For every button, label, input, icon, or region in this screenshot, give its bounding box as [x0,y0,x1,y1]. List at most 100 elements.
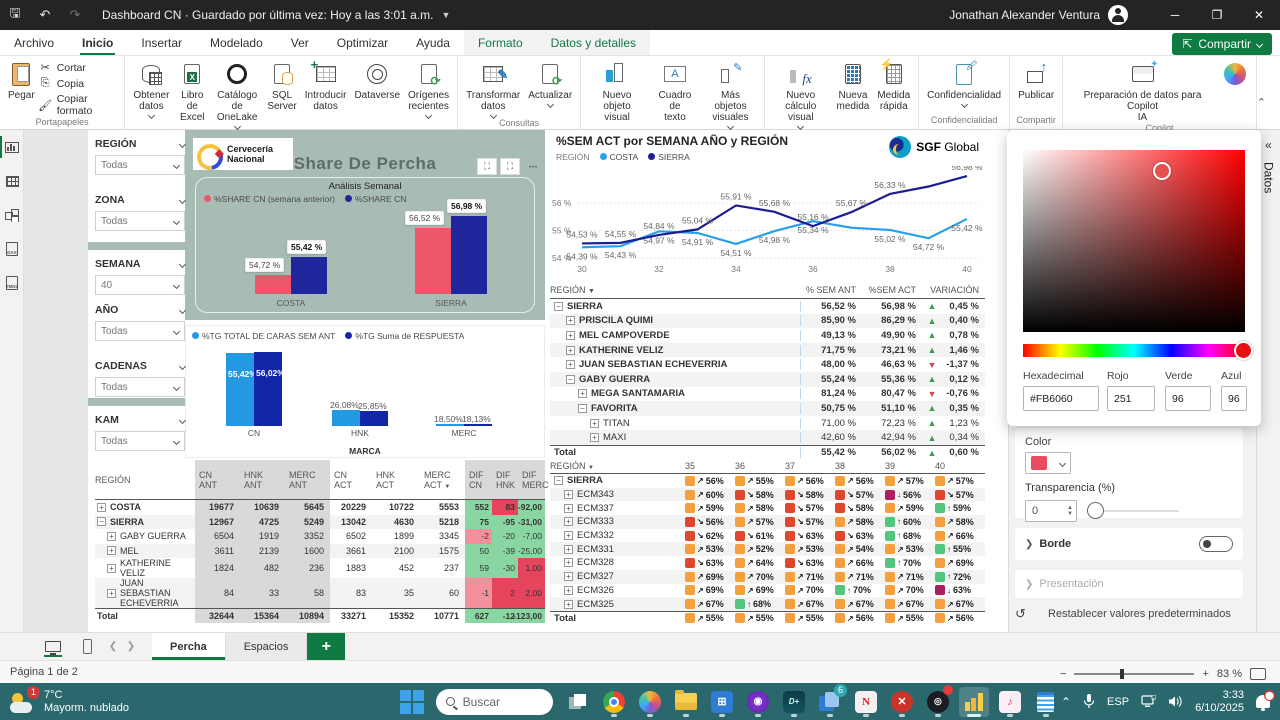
menu-tab-archivo[interactable]: Archivo [14,35,55,50]
taskbar-app-file-explorer[interactable] [671,687,701,717]
table-row[interactable]: Total 32644 15364 10894 33271 15352 10771 627 -1… [95,608,545,623]
table-row[interactable]: + COSTA 19677 10639 5645 20229 10722 5553 552 83-… [95,500,545,515]
ribbon-button-nuevo-objeto-visual[interactable]: Nuevo objeto visual [585,58,649,123]
column-header[interactable]: HNK ANT [240,460,285,499]
zoom-slider[interactable] [1074,669,1195,679]
microphone-icon[interactable] [1083,694,1095,709]
column-header[interactable]: REGIÓN [95,474,131,485]
expand-icon[interactable]: + [578,389,587,399]
taskbar-app-avast[interactable]: ◉ [743,687,773,717]
color-swatch-dropdown[interactable] [1025,452,1071,474]
weather-widget[interactable]: 1 7°C Mayorm. nublado [0,685,250,715]
column-header[interactable]: DIF HNK [492,460,518,499]
slicer-dropdown[interactable]: Todas [95,377,185,397]
expand-icon[interactable]: + [564,599,573,609]
minimize-button[interactable]: ─ [1170,8,1180,22]
column-header[interactable]: VARIACIÓN [930,285,979,295]
column-header[interactable]: 38 [835,460,846,471]
table-row[interactable]: + GABY GUERRA 6504 1919 3352 6502 1899 3345 -2 -2… [95,529,545,544]
table-row[interactable]: + MEGA SANTAMARIA 81,24 % 80,47 % ▼ -0,76 % [550,387,985,402]
table-row[interactable]: + JUAN SEBASTIAN ECHEVERRIA 48,00 % 46,63 %… [550,357,985,372]
presentation-section[interactable]: ❯ Presentación [1015,570,1243,598]
table-row[interactable]: − SIERRA 12967 4725 5249 13042 4630 5218 75 -95 -3… [95,514,545,529]
transparency-spinner[interactable]: 0 ▲ ▼ [1025,500,1077,522]
column-header[interactable]: 39 [885,460,896,471]
taskbar-app-x-app[interactable]: ✕ [887,687,917,717]
ribbon-button-nueva-medida[interactable]: Nueva medida [833,58,874,112]
column-header[interactable]: CN ANT [195,460,240,499]
slicer-dropdown[interactable]: Todas [95,211,185,231]
table-row[interactable]: + KATHERINE VELIZ 71,75 % 73,21 % ▲ 1,46 % [550,342,985,358]
ribbon-button-actualizar[interactable]: Actualizar [524,58,576,109]
table-row[interactable]: + ECM325 ↗ 67% ↑ 68% ↗ 67% ↗ 67% ↗ 67% ↗ 67% [550,597,985,611]
slicer-dropdown[interactable]: 40 [95,275,185,295]
saturation-value-box[interactable] [1023,150,1245,332]
ribbon-button-pegar[interactable]: Pegar [4,58,39,101]
border-toggle[interactable] [1199,536,1233,552]
taskbar-app-tiktok[interactable]: ♪ [995,687,1025,717]
zoom-slider-knob[interactable] [1120,669,1125,679]
collapse-icon[interactable]: − [566,374,575,384]
taskbar-app-task-view[interactable] [563,687,593,717]
table-row[interactable]: + KATHERINE VELIZ 1824 482 236 1883 452 237 59 -3… [95,558,545,578]
expand-icon[interactable]: + [564,558,573,568]
start-button[interactable] [399,689,424,715]
ribbon-button-publicar[interactable]: Publicar [1014,58,1058,101]
expand-icon[interactable]: + [564,544,573,554]
blue-input[interactable]: 96 [1221,386,1247,411]
share-button[interactable]: ⇱ Compartir [1172,33,1272,55]
sv-thumb[interactable] [1153,162,1171,180]
prev-page-arrow[interactable]: ❮ [108,641,118,652]
ribbon-button-copia[interactable]: ⎘ Copia [39,77,121,90]
expand-icon[interactable]: + [564,517,573,527]
table-row[interactable]: + ECM332 ↘ 62% ↘ 61% ↘ 63% ↘ 63% ↑ 68% ↗ 66% [550,529,985,543]
column-header[interactable]: 35 [685,460,696,471]
expand-icon[interactable]: + [107,588,116,598]
rail-dax-view[interactable]: DAX [0,232,24,266]
clock[interactable]: 3:33 6/10/2025 [1195,688,1244,714]
slicer-dropdown[interactable]: Todas [95,431,185,451]
table-row[interactable]: + PRISCILA QUIMI 85,90 % 86,29 % ▲ 0,40 % [550,313,985,329]
desktop-view-button[interactable] [36,633,70,660]
zoom-in-button[interactable]: + [1202,668,1209,680]
expand-icon[interactable]: + [564,572,573,582]
hue-thumb[interactable] [1234,341,1253,360]
speaker-icon[interactable] [1168,695,1183,708]
column-header[interactable]: %SEM ACT [868,285,916,295]
slicer-dropdown[interactable]: Todas [95,155,185,175]
table-row[interactable]: − SIERRA 56,52 % 56,98 % ▲ 0,45 % [550,299,985,314]
ribbon-button-confidencialidad[interactable]: Confidencialidad [923,58,1005,109]
zoom-out-button[interactable]: − [1060,668,1067,680]
column-header[interactable]: DIF CN [465,460,492,499]
ribbon-button-cuadro-de-texto[interactable]: A Cuadro de texto [649,58,701,123]
column-header[interactable]: CN ACT [334,469,352,490]
table-row[interactable]: − FAVORITA 50,75 % 51,10 % ▲ 0,35 % [550,401,985,416]
tg-visual[interactable]: %TG TOTAL DE CARAS SEM ANT %TG Suma de RE… [185,325,545,458]
menu-tab-modelado[interactable]: Modelado [210,35,263,50]
reset-defaults-button[interactable]: ↺ Restablecer valores predeterminados [1015,606,1231,621]
chevron-down-icon[interactable] [178,196,187,205]
column-header[interactable]: 40 [935,460,946,471]
mobile-view-button[interactable] [70,633,104,660]
border-section[interactable]: ❯ Borde [1015,528,1243,560]
table-row[interactable]: + MAXI 42,60 % 42,94 % ▲ 0,34 % [550,430,985,445]
notification-bell-icon[interactable]: ⬤ [1256,690,1275,711]
network-icon[interactable] [1141,695,1157,708]
expand-icon[interactable]: + [107,546,116,556]
table-row[interactable]: + ECM343 ↗ 60% ↘ 58% ↘ 58% ↘ 57% ↓ 56% ↘ 57% [550,487,985,502]
table-row[interactable]: + ECM333 ↘ 56% ↗ 57% ↘ 57% ↗ 58% ↑ 60% ↗ 58% [550,515,985,529]
expand-icon[interactable]: + [564,490,573,500]
dif-matrix[interactable]: REGIÓN CN ANT HNK ANT MERC ANT CN ACT HNK ACT MERC A… [95,460,549,623]
menu-tab-optimizar[interactable]: Optimizar [336,35,389,50]
filters-button[interactable]: ⛶ [500,158,520,175]
expand-icon[interactable]: + [564,503,573,513]
menu-tab-ayuda[interactable]: Ayuda [416,35,450,50]
green-input[interactable]: 96 [1165,386,1211,411]
menu-tab-formato[interactable]: Formato [463,30,537,55]
expand-icon[interactable]: + [97,502,106,512]
